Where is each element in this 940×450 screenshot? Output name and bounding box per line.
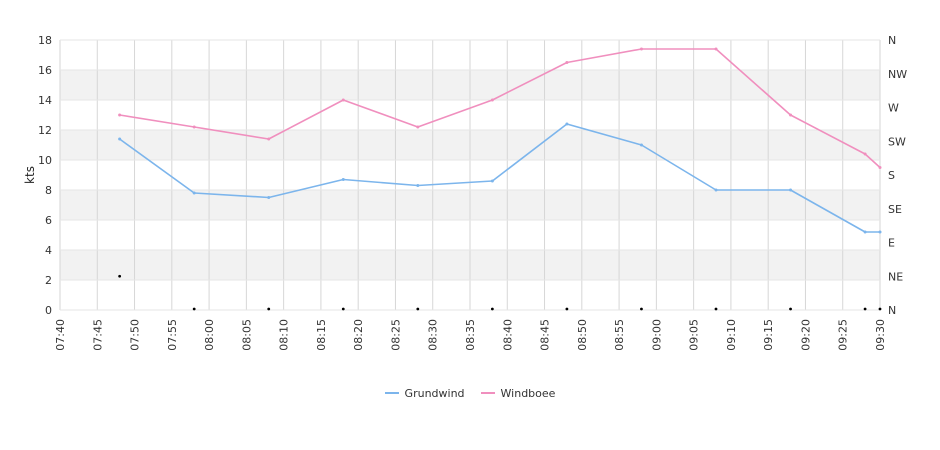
direction-marker [640, 307, 643, 311]
data-point [341, 178, 345, 181]
y-tick-label: 4 [45, 244, 52, 257]
x-tick-label: 09:00 [650, 319, 663, 351]
y-axis-label: kts [23, 166, 37, 184]
data-point [789, 188, 793, 192]
x-tick-label: 08:05 [240, 319, 253, 351]
y-tick-label: 16 [38, 64, 52, 77]
y-tick-label: 2 [45, 274, 52, 287]
x-tick-label: 09:05 [688, 319, 701, 351]
data-point [267, 196, 271, 199]
x-tick-label: 08:40 [501, 319, 514, 351]
x-tick-label: 08:30 [427, 319, 440, 351]
x-tick-label: 08:45 [539, 319, 552, 351]
direction-marker [118, 274, 122, 278]
x-tick-label: 08:35 [464, 319, 477, 351]
direction-marker [714, 307, 718, 311]
y-tick-label: 0 [45, 304, 52, 317]
x-tick-label: 08:50 [576, 319, 589, 351]
x-tick-label: 08:55 [613, 319, 626, 351]
x-tick-label: 08:20 [352, 319, 365, 351]
legend: Grundwind Windboee [0, 385, 940, 401]
data-point [863, 230, 867, 234]
x-tick-label: 09:25 [837, 319, 850, 351]
direction-marker [863, 307, 867, 311]
data-point [639, 143, 643, 147]
y-tick-label: 12 [38, 124, 52, 137]
direction-marker [341, 307, 345, 311]
x-tick-label: 07:50 [129, 319, 142, 351]
legend-item-grundwind[interactable]: Grundwind [384, 385, 465, 401]
data-point [416, 125, 420, 129]
data-point [565, 122, 569, 126]
series-line-windboee [119, 48, 881, 169]
y-tick-label: 14 [38, 94, 52, 107]
data-point [639, 47, 643, 51]
direction-tick-label: SE [888, 203, 902, 216]
data-point [878, 230, 882, 234]
direction-marker [565, 307, 569, 311]
x-tick-label: 08:00 [203, 319, 216, 351]
data-point [878, 166, 882, 169]
data-point [863, 152, 867, 156]
x-tick-label: 08:10 [278, 319, 291, 351]
grid-lines [59, 39, 881, 311]
x-tick-label: 09:10 [725, 319, 738, 351]
data-point [714, 188, 718, 192]
y-tick-label: 6 [45, 214, 52, 227]
legend-swatch-windboee [480, 392, 495, 394]
x-tick-label: 07:40 [54, 319, 67, 351]
data-point [490, 179, 494, 183]
legend-label-windboee: Windboee [500, 386, 556, 400]
direction-marker [789, 307, 792, 311]
direction-marker [267, 307, 271, 311]
x-tick-label: 09:15 [762, 319, 775, 351]
direction-tick-label: N [888, 304, 896, 317]
legend-item-windboee[interactable]: Windboee [480, 385, 556, 401]
x-tick-label: 08:15 [315, 319, 328, 351]
data-point [416, 184, 420, 187]
series-lines [118, 47, 882, 234]
direction-tick-label: W [888, 102, 899, 115]
direction-axis: N NE E SE S SW W NW N [888, 34, 907, 317]
legend-label-grundwind: Grundwind [404, 386, 465, 400]
data-point [192, 125, 196, 129]
direction-markers [118, 274, 882, 311]
direction-marker [878, 307, 882, 311]
direction-tick-label: N [888, 34, 896, 47]
data-point [118, 113, 122, 117]
x-tick-label: 09:20 [799, 319, 812, 351]
direction-marker [490, 307, 494, 311]
direction-marker [416, 307, 420, 311]
y-tick-label: 10 [38, 154, 52, 167]
x-tick-label: 08:25 [389, 319, 402, 351]
x-tick-label: 07:45 [91, 319, 104, 351]
x-tick-label: 09:30 [874, 319, 887, 351]
direction-marker [192, 307, 196, 311]
y-tick-label: 8 [45, 184, 52, 197]
legend-swatch-grundwind [384, 392, 399, 394]
data-point [267, 137, 271, 141]
data-point [565, 61, 569, 64]
y-axis: 0 2 4 6 8 10 12 14 16 18 [38, 34, 52, 317]
data-point [789, 113, 793, 117]
direction-tick-label: S [888, 169, 895, 182]
data-point [118, 137, 122, 141]
direction-tick-label: E [888, 237, 895, 250]
direction-tick-label: NE [888, 270, 903, 283]
y-tick-label: 18 [38, 34, 52, 47]
data-point [341, 98, 345, 102]
x-tick-label: 07:55 [166, 319, 179, 351]
data-point [714, 47, 718, 51]
series-line-grundwind [119, 123, 880, 233]
data-point [192, 191, 196, 195]
direction-tick-label: SW [888, 135, 906, 148]
x-axis: 07:40 07:45 07:50 07:55 08:00 08:05 08:10 08:15… [54, 319, 887, 351]
direction-tick-label: NW [888, 68, 907, 81]
data-point [490, 98, 494, 102]
